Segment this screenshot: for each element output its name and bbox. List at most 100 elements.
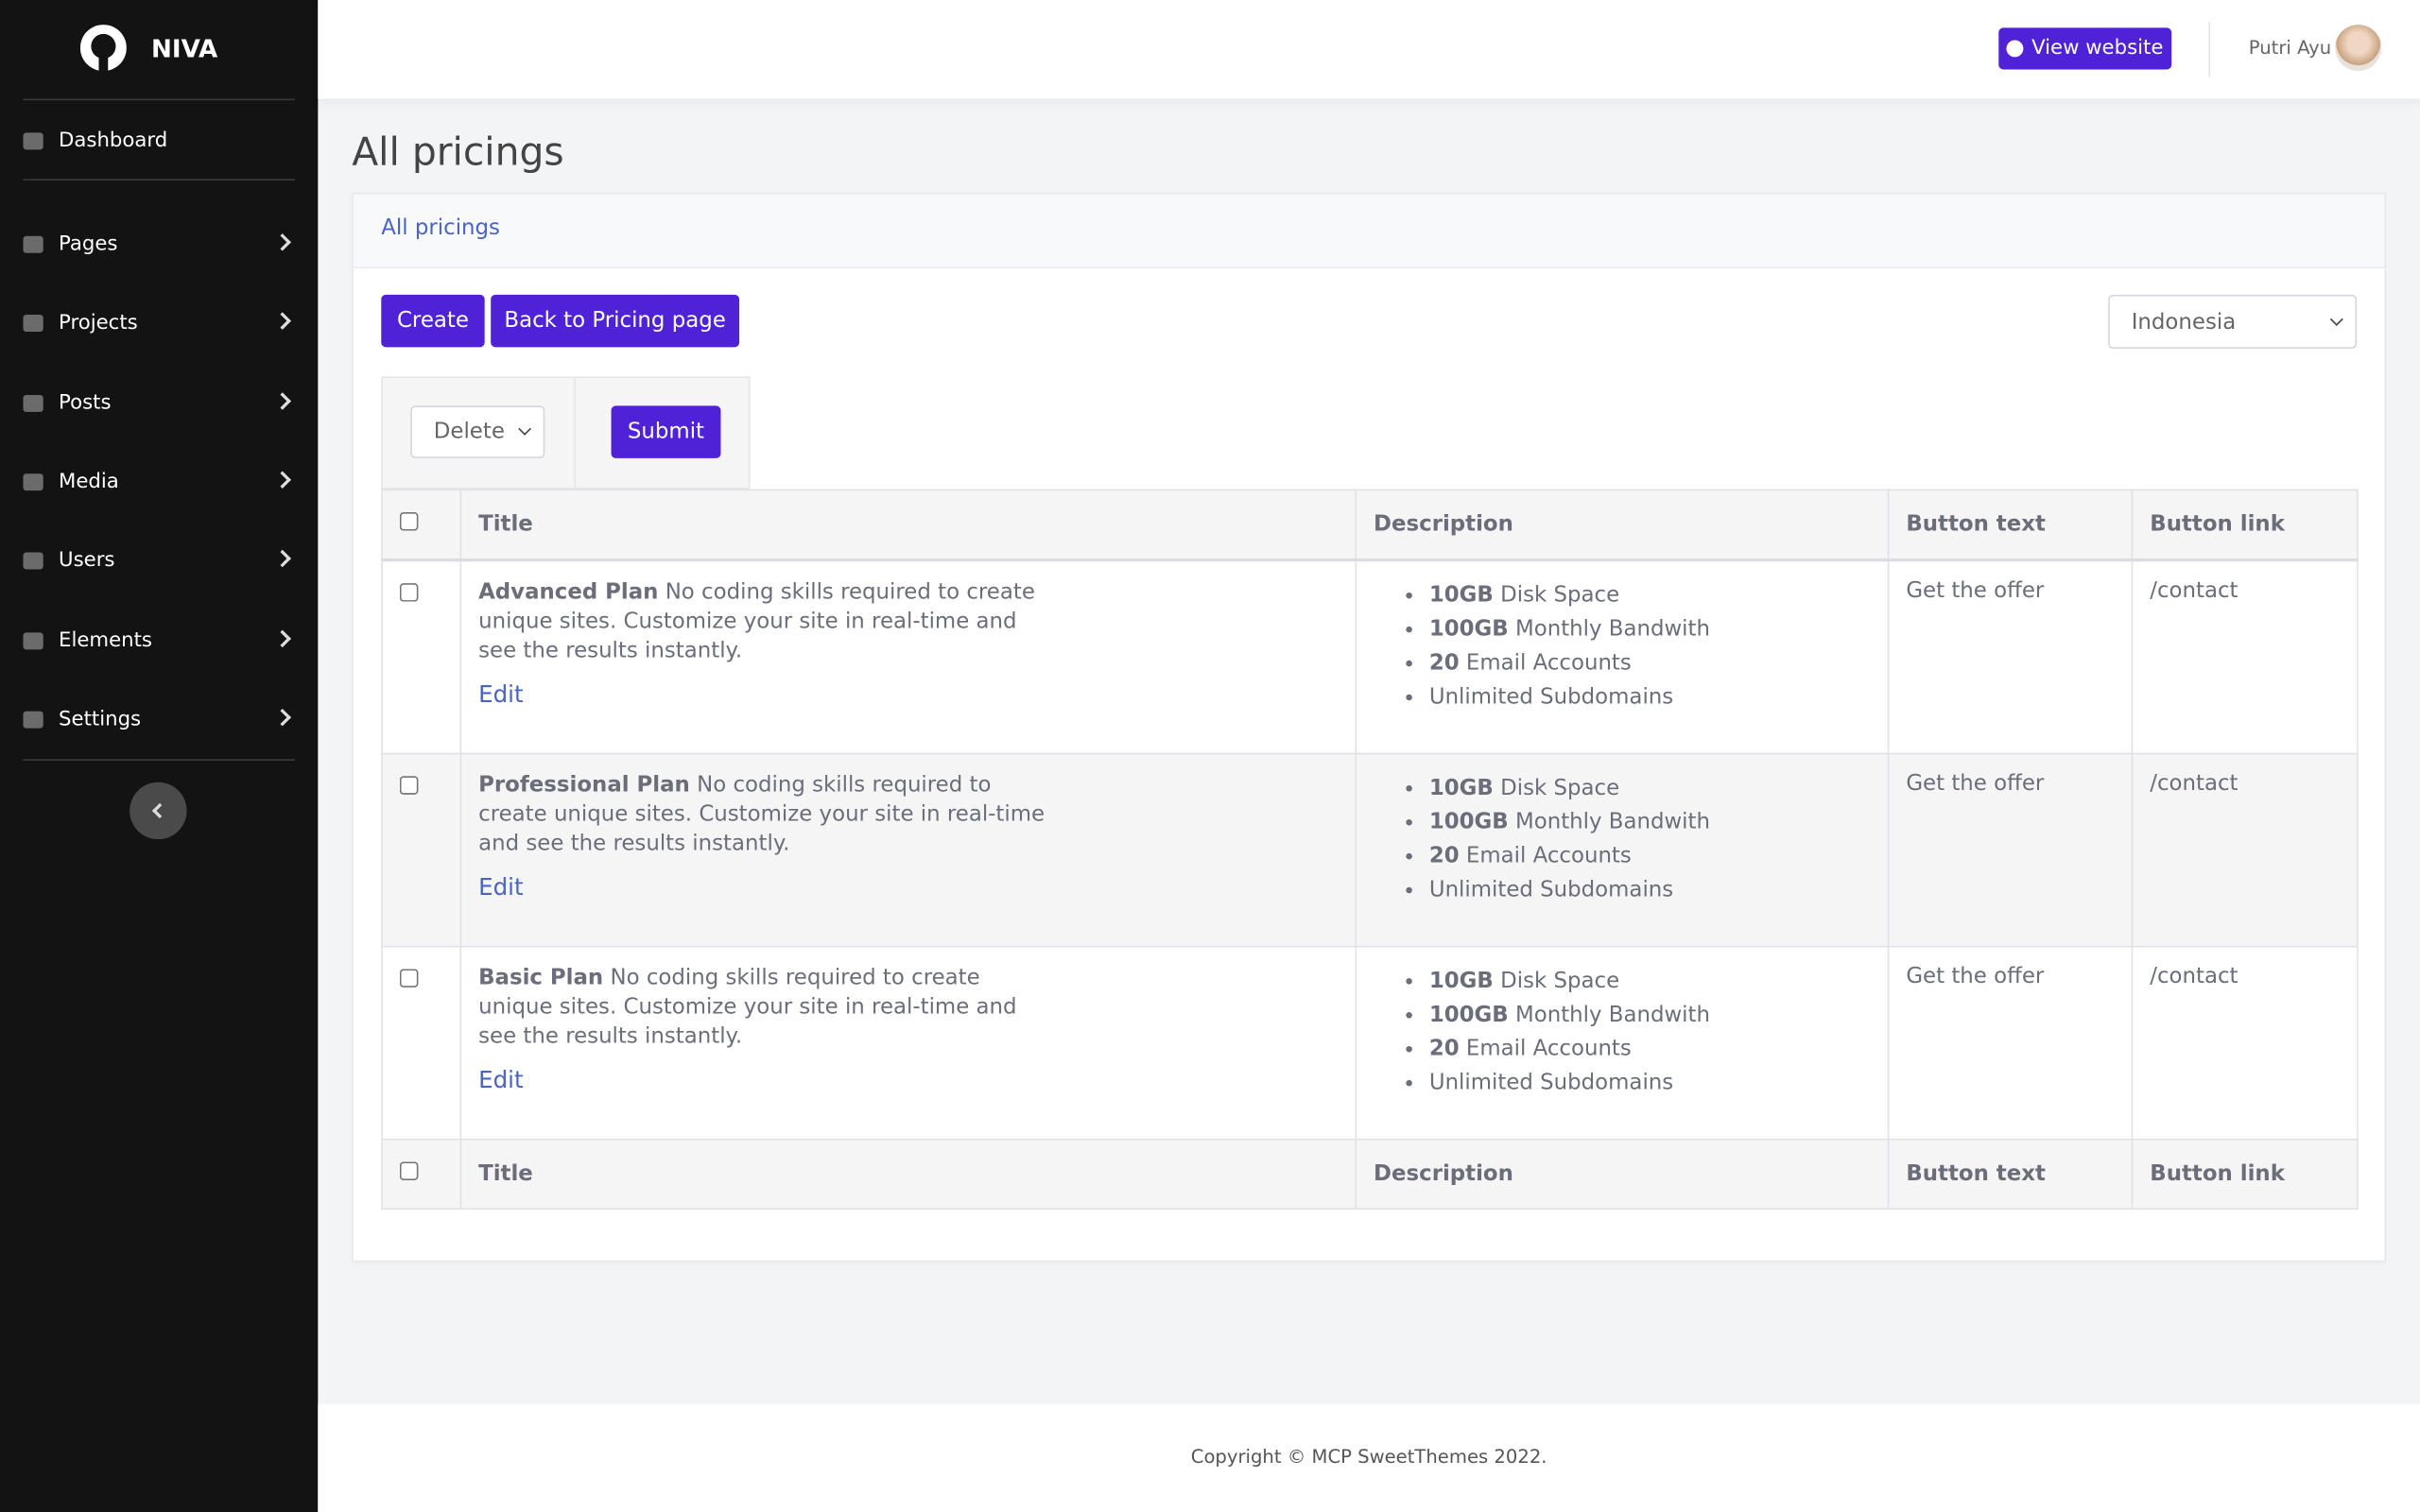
arrow [518,421,532,436]
description-cell: 10GB Disk Space100GB Monthly Bandwith20 … [1355,558,1890,754]
feature: 20 Email Accounts [1429,646,1871,680]
back-button[interactable]: Back to Pricing page [491,294,740,348]
card-title[interactable]: All pricings [381,215,500,241]
button-link-cell: /contact [2131,944,2359,1140]
separator [23,179,295,181]
feature-label: Email Accounts [1465,843,1632,868]
footer-row: Title Description Button text Button link [381,1138,2359,1210]
feature-label: Disk Space [1500,968,1620,993]
footer: Copyright © MCP SweetThemes 2022. [318,1403,2420,1512]
title-text: Professional Plan No coding skills requi… [478,771,1049,859]
feature-label: Email Accounts [1465,650,1632,677]
feature: 20 Email Accounts [1429,838,1871,872]
feature-label: Unlimited Subdomains [1428,1070,1674,1095]
column-header: Button text [1887,1138,2134,1210]
feature: Unlimited Subdomains [1429,680,1871,714]
row-checkbox[interactable] [399,968,419,988]
feature: Unlimited Subdomains [1429,872,1871,906]
bulk-action-select[interactable]: Delete [410,405,545,458]
plan-name: Advanced Plan [478,579,659,605]
column-header: Description [1355,1138,1890,1210]
edit-link[interactable]: Edit [478,1065,524,1093]
menu-item[interactable]: Projects [23,300,294,346]
menu-icon [23,472,43,490]
chevron [273,629,292,648]
description-cell: 10GB Disk Space100GB Monthly Bandwith20 … [1355,944,1890,1140]
plan-name: Professional Plan [478,772,690,798]
pricing-row: Advanced Plan No coding skills required … [381,558,2359,754]
menu-icon [23,394,43,412]
row-checkbox[interactable] [399,583,419,602]
menu-item[interactable]: Posts [23,380,294,426]
menu-item[interactable]: Elements [23,617,294,663]
feature-label: Email Accounts [1465,1036,1632,1061]
button-text-cell: Get the offer [1887,751,2134,947]
column-header: Button link [2131,489,2359,562]
edit-link[interactable]: Edit [478,680,524,709]
selected: Indonesia [2131,309,2237,335]
feature-label: Unlimited Subdomains [1428,877,1674,902]
menu-item[interactable]: Media [23,458,294,505]
feature: 10GB Disk Space [1429,578,1871,612]
title-cell: Basic Plan No coding skills required to … [459,944,1357,1140]
menu-item[interactable]: Pages [23,220,294,266]
menu-label: Elements [59,628,152,652]
button-text-cell: Get the offer [1887,558,2134,754]
feature-label: Disk Space [1500,775,1620,800]
menu-label: Posts [59,390,112,415]
divider [574,376,576,490]
submit-button[interactable]: Submit [611,405,721,458]
feature-amount: 100GB [1428,1002,1509,1027]
feature-amount: 100GB [1428,809,1509,834]
header-row: Title Description Button text Button link [381,489,2359,562]
feature-label: Disk Space [1500,583,1620,609]
menu-item[interactable]: Users [23,537,294,583]
row-checkbox[interactable] [399,775,419,794]
menu-label: Media [59,470,119,493]
separator [23,98,295,101]
feature-label: Monthly Bandwith [1515,809,1710,834]
feature-label: Monthly Bandwith [1515,617,1710,643]
feature: 100GB Monthly Bandwith [1429,804,1871,838]
menu-icon [23,631,43,649]
feature-list: 10GB Disk Space100GB Monthly Bandwith20 … [1374,964,1871,1100]
copyright: Copyright © MCP SweetThemes 2022. [1190,1445,1547,1468]
edit-link[interactable]: Edit [478,872,524,901]
menu-label: Pages [59,232,118,256]
card-header: All pricings [353,194,2385,269]
selected: Delete [433,420,505,445]
menu-item[interactable]: Settings [23,696,294,742]
avatar[interactable] [2335,25,2382,72]
feature-amount: 10GB [1428,968,1494,993]
collapse-button[interactable] [130,782,187,840]
create-button[interactable]: Create [381,294,485,348]
menu-item[interactable]: Dashboard [23,117,294,163]
select-all-checkbox[interactable] [399,1160,419,1180]
select-all-checkbox[interactable] [399,512,419,531]
menu-icon [23,314,43,332]
icon [2006,40,2024,58]
user-name[interactable]: Putri Ayu [2248,37,2332,60]
view-website-button[interactable]: View website [1998,27,2172,70]
menu-icon [23,551,43,569]
title-cell: Professional Plan No coding skills requi… [459,751,1357,947]
table-head: Title Description Button text Button link [381,489,2359,562]
chevron [273,471,292,489]
column-header: Title [459,489,1357,562]
feature-amount: 10GB [1428,583,1494,609]
feature-label: Monthly Bandwith [1515,1002,1710,1027]
column-header: Button text [1887,489,2134,562]
feature-label: Unlimited Subdomains [1428,684,1674,711]
brand[interactable]: NIVA [151,33,218,63]
feature-amount: 20 [1428,1036,1460,1061]
description-cell: 10GB Disk Space100GB Monthly Bandwith20 … [1355,751,1890,947]
chevron [273,708,292,727]
menu-icon [23,131,43,149]
feature: Unlimited Subdomains [1429,1065,1871,1099]
feature: 10GB Disk Space [1429,771,1871,805]
page-title: All pricings [352,129,564,175]
button-text-cell: Get the offer [1887,944,2134,1140]
divider [2208,21,2210,77]
language-select[interactable]: Indonesia [2108,294,2358,349]
plan-text: No coding skills required to create uniq… [478,579,1035,664]
